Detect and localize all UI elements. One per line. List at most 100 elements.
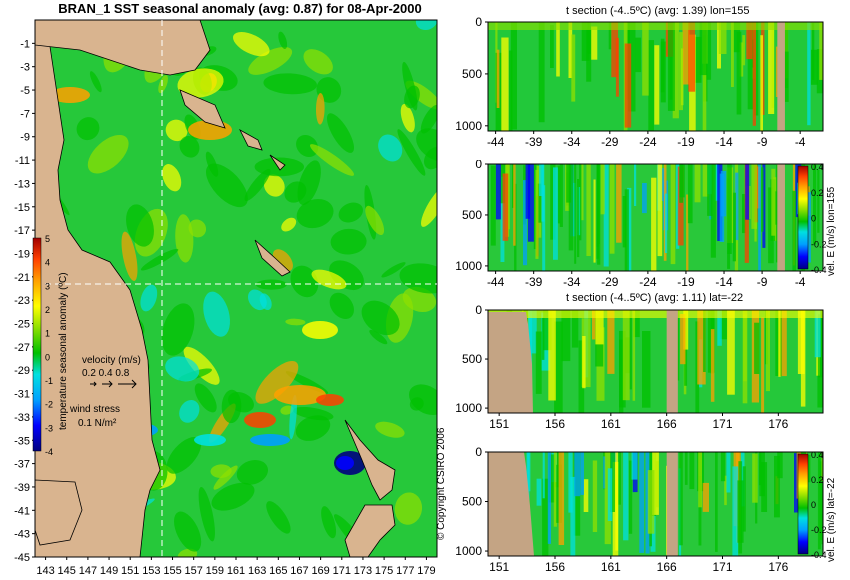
map-y-tick-label: -1 (20, 38, 30, 50)
anomaly-patch (211, 482, 255, 511)
section-streak (694, 164, 701, 203)
section-streak (715, 452, 718, 552)
map-x-tick-label: 145 (58, 565, 76, 577)
velocity-legend-label: velocity (m/s) (82, 355, 141, 366)
section-streak (778, 310, 787, 377)
section-streak (736, 31, 742, 115)
section-streak (806, 192, 811, 263)
section-streak (639, 452, 645, 553)
section-streak (702, 482, 709, 512)
section-streak (753, 22, 759, 116)
section-streak (755, 166, 761, 209)
section-streak (742, 466, 746, 532)
map-y-tick-labels: -1 -3 -5 -7 -9 -11 -13 -15 -17 -19 -21 -23 -25 -27 -29… (14, 38, 35, 564)
section-colorbar-tick-label: -0.2 (811, 525, 827, 535)
new-britain-island (179, 89, 226, 129)
velocity-section-lon155: -44 -39 -34 -29 -24 -19 -14 -9 -4 0 500 1000 0.4 0.2 0… (455, 160, 826, 289)
section-streak (760, 35, 763, 131)
map-x-tick-label: 143 (36, 565, 54, 577)
section-streak (595, 310, 604, 345)
section-streak (742, 35, 746, 66)
anomaly-patch (194, 383, 217, 413)
section-streak (539, 164, 544, 196)
section-streak (618, 452, 621, 505)
section-x-tick-label: -24 (639, 275, 657, 289)
map-y-tick-label: -37 (14, 459, 30, 471)
new-caledonia-island (254, 239, 291, 277)
map-x-tick-label: 175 (375, 565, 393, 577)
section-streak (717, 310, 722, 346)
section-x-tick-label: -14 (715, 275, 733, 289)
section-streak (622, 310, 630, 401)
section-streak (550, 164, 556, 240)
section-x-tick-label: -29 (601, 135, 619, 149)
section-streak (550, 25, 554, 69)
section-streak (523, 180, 528, 266)
section-streak (697, 310, 706, 385)
section-field (488, 164, 823, 271)
section-streak (751, 164, 757, 229)
anomaly-patch (295, 415, 331, 441)
section-streak (586, 29, 592, 82)
map-y-tick-label: -23 (14, 295, 30, 307)
surface-layer (488, 22, 823, 30)
section-streak (648, 40, 654, 131)
section-streak (683, 310, 689, 350)
section-streak (525, 164, 531, 219)
anomaly-patch (205, 163, 248, 208)
section-x-tick-label: -44 (487, 135, 505, 149)
map-colorbar-tick-label: 5 (45, 234, 50, 244)
anomaly-patch (247, 289, 267, 311)
anomaly-patch (394, 492, 423, 525)
section-streak (622, 196, 626, 248)
map-x-tick-label: 179 (417, 565, 435, 577)
section-streak (676, 164, 680, 249)
section-streak (746, 22, 753, 60)
map-y-tick-label: -9 (20, 132, 30, 144)
section-x-tick-label: -39 (525, 135, 543, 149)
anomaly-patch (278, 31, 288, 49)
section-streak (817, 452, 821, 550)
section-streak (577, 179, 580, 258)
section-x-tick-label: 166 (657, 417, 677, 431)
anomaly-patch (378, 134, 403, 162)
anomaly-patch (87, 134, 129, 174)
anomaly-patch (177, 68, 224, 98)
section-streak (623, 452, 629, 541)
map-x-tick-label: 147 (79, 565, 97, 577)
section-streak (633, 310, 640, 338)
surface-layer (488, 310, 823, 318)
map-x-tick-labels: 143 145 147 149 151 153 155 157 159 161 163 165 167 1… (36, 557, 436, 577)
section-land-mask (777, 164, 785, 271)
section-streak (616, 164, 622, 243)
map-y-tick-label: -31 (14, 389, 30, 401)
section-streak (771, 168, 776, 236)
anomaly-patch (399, 263, 437, 294)
section-streak (714, 164, 719, 201)
map-colorbar-tick-label: -1 (45, 376, 53, 386)
section-streak (642, 183, 647, 214)
anomaly-patch (179, 400, 200, 423)
warm-eddy (274, 385, 326, 405)
section-streak (739, 42, 744, 77)
section-streak (629, 310, 632, 390)
section-streak (628, 22, 636, 112)
section-x-tick-label: 171 (712, 417, 732, 431)
tasmania-landmass (35, 479, 83, 546)
section-streak (495, 164, 501, 220)
map-colorbar-tick-label: 3 (45, 281, 50, 291)
section-streak (679, 452, 683, 546)
section-streak (586, 164, 591, 256)
map-x-tick-label: 173 (354, 565, 372, 577)
section-streak (702, 164, 709, 197)
section-y-tick-label: 500 (462, 495, 482, 509)
section-y-tick-label: 500 (462, 352, 482, 366)
anomaly-patch (221, 389, 242, 424)
section-streak (731, 22, 734, 87)
section-x-tick-label: -19 (677, 275, 695, 289)
anomaly-patch (165, 356, 200, 382)
new-zealand-north-island (344, 419, 396, 501)
section-x-tick-label: -4 (795, 275, 806, 289)
panel1-title: t section (-4..5ºC) (avg: 1.39) lon=155 (566, 5, 750, 17)
section-streak (761, 462, 768, 512)
